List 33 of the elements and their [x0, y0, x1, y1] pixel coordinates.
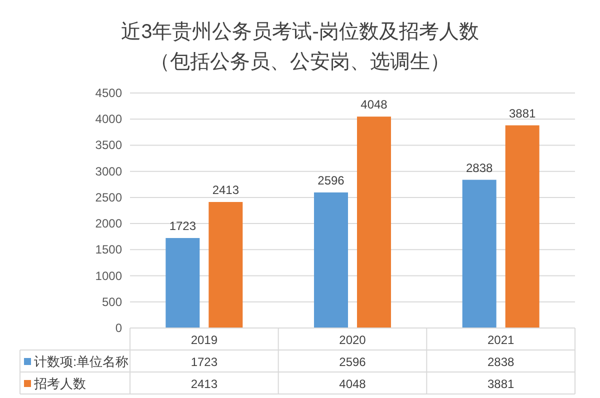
y-tick-label: 3000	[95, 164, 122, 178]
y-tick-label: 2500	[95, 190, 122, 204]
text: 2838	[487, 355, 515, 369]
bar	[357, 116, 391, 328]
data-label: 2596	[318, 173, 345, 188]
y-tick-label: 4500	[95, 86, 122, 100]
y-tick-label: 4000	[95, 112, 122, 126]
y-tick-label: 1000	[95, 268, 122, 283]
bar	[314, 192, 348, 328]
chart-subtitle: （包括公务员、公安岗、选调生）	[150, 51, 450, 73]
data-label: 3881	[508, 106, 536, 120]
bar	[505, 125, 540, 328]
text: 2413	[190, 377, 218, 391]
bar	[166, 238, 200, 328]
text: 3881	[487, 377, 515, 391]
y-tick-label: 500	[102, 294, 122, 309]
bar	[208, 202, 243, 328]
x-tick-label: 2019	[190, 333, 218, 347]
y-tick-label: 2000	[95, 216, 122, 231]
text: 1723	[190, 355, 218, 369]
y-tick-label: 3500	[95, 138, 122, 152]
data-label: 4048	[360, 98, 388, 112]
chart-title: 近3年贵州公务员考试-岗位数及招考人数	[121, 21, 479, 43]
text: 4048	[339, 377, 366, 391]
text: 2596	[339, 355, 366, 369]
y-tick-label: 0	[115, 321, 122, 335]
y-tick-label: 1500	[95, 242, 122, 257]
x-tick-label: 2020	[339, 333, 366, 347]
bar	[462, 180, 496, 328]
data-label: 1723	[169, 219, 196, 234]
data-label: 2838	[466, 160, 494, 175]
x-tick-label: 2021	[487, 333, 515, 347]
data-label: 2413	[212, 182, 240, 197]
